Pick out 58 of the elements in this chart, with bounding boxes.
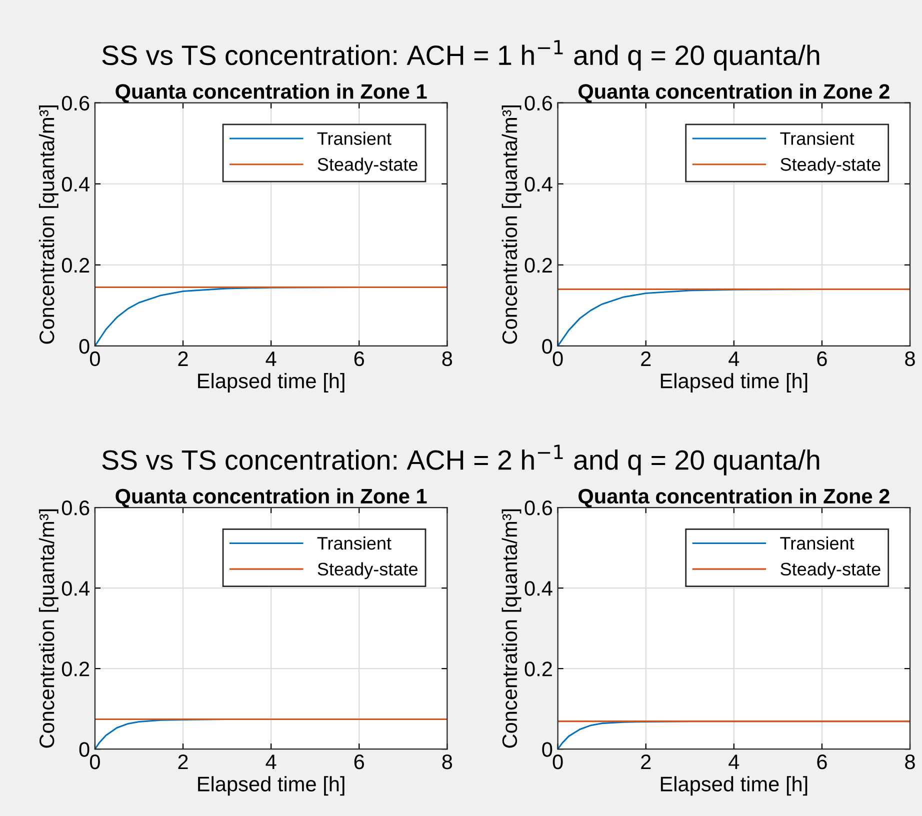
y-tick-label: 0.6 bbox=[524, 96, 552, 111]
y-tick-label: 0.6 bbox=[524, 500, 552, 516]
y-tick-label: 0.2 bbox=[62, 662, 90, 676]
x-tick-label: 4 bbox=[728, 754, 740, 770]
x-tick-label: 6 bbox=[354, 351, 364, 366]
x-tick-label: 6 bbox=[817, 351, 827, 366]
x-axis-title: Elapsed time [h] bbox=[660, 776, 808, 796]
legend-label: Steady-state bbox=[318, 562, 418, 580]
chart-title: Quanta concentration in Zone 1 bbox=[116, 84, 427, 103]
x-tick-label: 2 bbox=[178, 754, 188, 770]
x-tick-label: 4 bbox=[266, 754, 276, 770]
y-tick-label: 0.2 bbox=[524, 662, 552, 676]
x-tick-label: 8 bbox=[442, 351, 452, 366]
y-tick-label: 0.2 bbox=[524, 258, 552, 273]
x-tick-label: 8 bbox=[905, 351, 915, 366]
x-axis-title: Elapsed time [h] bbox=[198, 776, 344, 796]
x-tick-label: 4 bbox=[728, 352, 740, 366]
x-tick-label: 0 bbox=[552, 351, 563, 366]
y-tick-label: 0.4 bbox=[524, 581, 552, 596]
x-tick-label: 8 bbox=[442, 754, 452, 770]
y-axis-title: Concentration [quanta/m³] bbox=[38, 509, 58, 748]
y-tick-label: 0 bbox=[79, 742, 90, 757]
x-tick-label: 0 bbox=[552, 754, 563, 770]
chart-title: Quanta concentration in Zone 1 bbox=[116, 488, 427, 508]
chart-title: Quanta concentration in Zone 2 bbox=[578, 84, 890, 103]
y-tick-label: 0.6 bbox=[62, 96, 90, 111]
legend-label: Transient bbox=[317, 132, 392, 145]
legend-label: Transient bbox=[780, 132, 854, 145]
x-tick-label: 2 bbox=[178, 351, 188, 366]
y-tick-label: 0.2 bbox=[62, 258, 90, 273]
y-axis-title: Concentration [quanta/m³] bbox=[38, 105, 58, 344]
y-tick-label: 0 bbox=[542, 742, 552, 757]
y-axis-title: Concentration [quanta/m³] bbox=[502, 509, 522, 748]
y-tick-label: 0 bbox=[79, 338, 90, 354]
x-axis-title: Elapsed time [h] bbox=[660, 373, 808, 392]
legend-label: Steady-state bbox=[318, 158, 418, 174]
legend-label: Steady-state bbox=[780, 562, 880, 580]
x-tick-label: 6 bbox=[817, 754, 827, 770]
x-tick-label: 2 bbox=[641, 351, 651, 366]
text: SS vs TS concentration: ACH = 1 h$^{−1}$ and q = 20 quanta/h bbox=[102, 40, 820, 71]
x-tick-label: 4 bbox=[266, 352, 276, 366]
y-tick-label: 0.4 bbox=[524, 176, 552, 192]
y-tick-label: 0.4 bbox=[62, 581, 90, 596]
y-tick-label: 0.6 bbox=[62, 500, 90, 516]
x-tick-label: 2 bbox=[641, 754, 651, 770]
x-axis-title: Elapsed time [h] bbox=[198, 373, 344, 392]
y-tick-label: 0 bbox=[542, 338, 552, 354]
x-tick-label: 0 bbox=[90, 754, 100, 770]
x-tick-label: 0 bbox=[90, 351, 100, 366]
legend-label: Transient bbox=[780, 536, 854, 550]
x-tick-label: 6 bbox=[354, 754, 364, 770]
legend-label: Steady-state bbox=[780, 158, 880, 174]
text: SS vs TS concentration: ACH = 2 h$^{−1}$ and q = 20 quanta/h bbox=[102, 444, 820, 476]
y-tick-label: 0.4 bbox=[62, 176, 90, 192]
y-axis-title: Concentration [quanta/m³] bbox=[502, 105, 522, 344]
legend-label: Transient bbox=[317, 536, 392, 550]
x-tick-label: 8 bbox=[905, 754, 915, 770]
chart-title: Quanta concentration in Zone 2 bbox=[578, 488, 890, 508]
